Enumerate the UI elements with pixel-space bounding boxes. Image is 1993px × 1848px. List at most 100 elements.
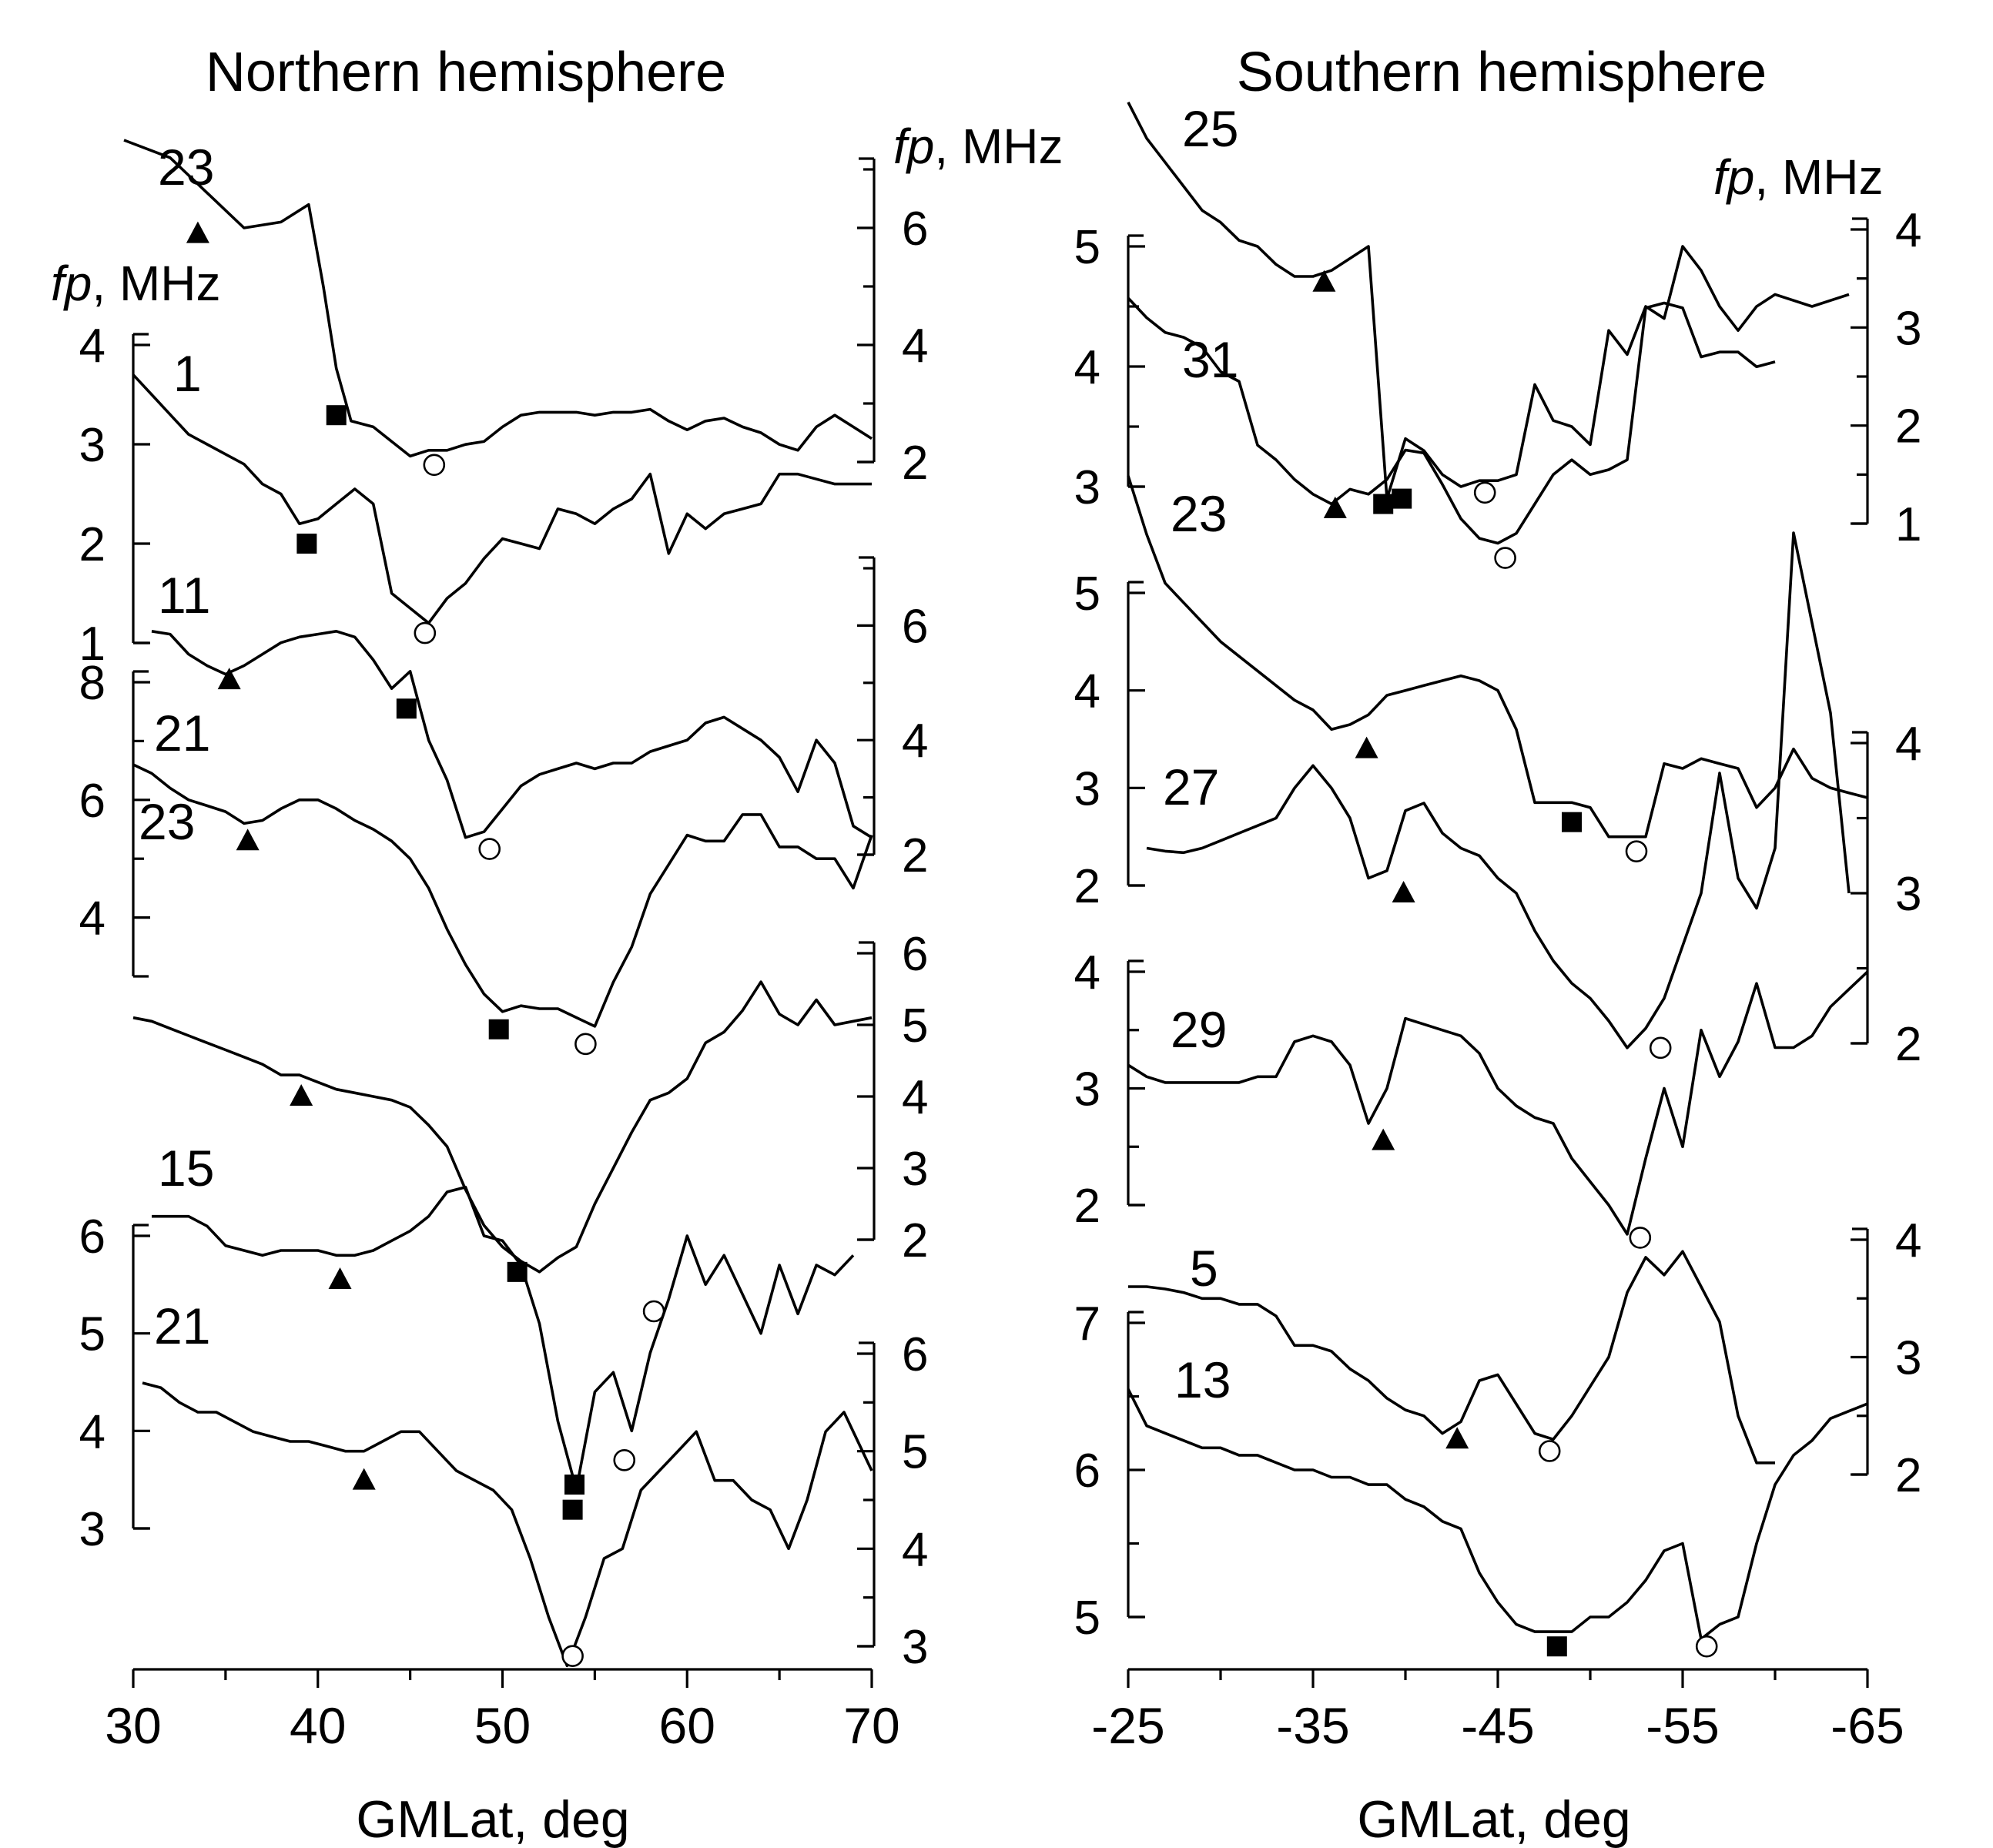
x-tick-label: -55 — [1646, 1697, 1719, 1754]
x-tick-label: -65 — [1831, 1697, 1904, 1754]
triangle-marker — [217, 668, 241, 690]
y-tick-label: 3 — [1074, 1063, 1100, 1116]
y-tick-label: 5 — [902, 1426, 928, 1479]
y-tick-label: 4 — [902, 715, 928, 768]
y-tick-label: 4 — [902, 1523, 928, 1576]
series-label: 15 — [158, 1140, 214, 1197]
series-label: 23 — [139, 793, 195, 850]
y-tick-label: 1 — [1895, 498, 1921, 551]
square-marker — [396, 698, 417, 719]
series-line — [151, 629, 873, 839]
y-axis-label: fp, MHz — [51, 256, 220, 311]
circle-marker — [613, 1449, 636, 1471]
y-tick-label: 2 — [1074, 860, 1100, 913]
circle-marker — [423, 454, 446, 477]
x-tick-label: -35 — [1276, 1697, 1349, 1754]
square-marker — [296, 534, 317, 554]
y-tick-label: 2 — [1895, 1018, 1921, 1071]
series-line — [152, 1185, 855, 1491]
southern-title: Southern hemisphere — [1237, 42, 1767, 103]
y-tick-label: 4 — [1074, 665, 1100, 718]
y-tick-label: 3 — [79, 419, 106, 472]
y-tick-label: 3 — [1895, 302, 1921, 355]
series-line — [1127, 101, 1850, 500]
circle-marker — [1649, 1036, 1672, 1060]
triangle-marker — [1312, 270, 1336, 292]
series-label: 25 — [1182, 100, 1238, 157]
northern-panel: Northern hemisphere 30 40 50 60 70 2 4 6 fp, MHz… — [51, 42, 1063, 1848]
y-tick-label: 3 — [902, 1143, 928, 1196]
y-tick-label: 5 — [79, 1308, 106, 1361]
series-line — [123, 139, 873, 458]
circle-marker — [414, 621, 437, 644]
square-marker — [1392, 488, 1412, 509]
square-marker — [1373, 494, 1394, 514]
y-tick-label: 3 — [1895, 1332, 1921, 1385]
triangle-marker — [1323, 496, 1347, 518]
circle-marker — [1473, 481, 1496, 504]
y-tick-label: 7 — [1074, 1297, 1100, 1351]
series-label: 27 — [1163, 758, 1219, 815]
y-tick-label: 1 — [79, 618, 106, 671]
x-tick-label: -45 — [1461, 1697, 1534, 1754]
y-tick-label: 4 — [79, 1405, 106, 1458]
series-label: 13 — [1174, 1351, 1231, 1408]
x-tick-label: 40 — [290, 1697, 346, 1754]
y-tick-label: 4 — [902, 320, 928, 373]
y-tick-label: 3 — [79, 1503, 106, 1556]
x-tick-label: 60 — [659, 1697, 715, 1754]
y-tick-label: 3 — [1895, 868, 1921, 921]
y-tick-label: 5 — [1074, 1592, 1100, 1645]
y-tick-label: 4 — [79, 320, 106, 373]
series-line — [132, 763, 873, 1028]
y-tick-label: 6 — [902, 928, 928, 981]
square-marker — [562, 1499, 583, 1520]
series-line — [132, 373, 872, 625]
y-tick-label: 2 — [1895, 400, 1921, 454]
series-line — [132, 980, 873, 1274]
x-tick-label: 50 — [474, 1697, 531, 1754]
circle-marker — [1695, 1635, 1718, 1658]
series-label: 21 — [154, 1297, 210, 1354]
triangle-marker — [290, 1084, 313, 1106]
y-tick-label: 2 — [1895, 1449, 1921, 1502]
circle-marker — [478, 838, 501, 860]
series-label: 1 — [173, 345, 202, 402]
triangle-marker — [352, 1468, 376, 1490]
square-marker — [1546, 1636, 1567, 1657]
y-tick-label: 6 — [902, 203, 928, 256]
series-label: 5 — [1190, 1240, 1218, 1297]
y-tick-label: 4 — [1895, 718, 1921, 771]
triangle-marker — [328, 1267, 352, 1289]
series-label: 21 — [154, 705, 210, 762]
y-tick-label: 2 — [902, 1214, 928, 1267]
square-marker — [488, 1019, 509, 1040]
circle-marker — [561, 1645, 584, 1667]
triangle-marker — [1445, 1427, 1469, 1449]
x-tick-label: -25 — [1091, 1697, 1164, 1754]
y-axis-label: fp, MHz — [893, 119, 1063, 174]
series-line — [142, 1381, 873, 1668]
southern-panel: Southern hemisphere -25 -35 -45 -55 -65 3 4 5 1 2… — [1074, 42, 1922, 1848]
series-label: 31 — [1182, 331, 1238, 388]
triangle-marker — [236, 829, 260, 851]
y-tick-label: 4 — [1895, 204, 1921, 257]
x-tick-label: 70 — [843, 1697, 899, 1754]
y-tick-label: 4 — [79, 892, 106, 946]
y-tick-label: 3 — [1074, 461, 1100, 514]
series-line — [1127, 475, 1868, 839]
triangle-marker — [1355, 736, 1378, 758]
y-tick-label: 4 — [1895, 1214, 1921, 1267]
series-line — [1127, 970, 1869, 1236]
y-tick-label: 6 — [902, 600, 928, 653]
y-tick-label: 3 — [902, 1621, 928, 1674]
y-tick-label: 2 — [1074, 1180, 1100, 1233]
circle-marker — [574, 1033, 597, 1056]
y-tick-label: 2 — [79, 518, 106, 571]
triangle-marker — [1372, 1128, 1395, 1150]
y-tick-label: 2 — [902, 437, 928, 490]
circle-marker — [1629, 1227, 1652, 1249]
